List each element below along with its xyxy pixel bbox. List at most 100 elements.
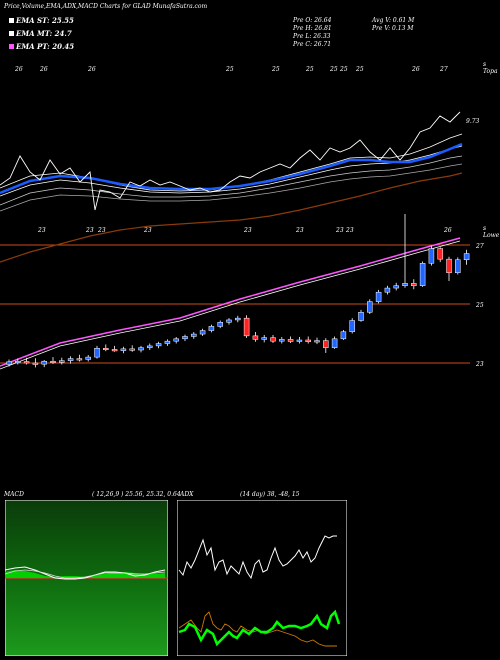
candle-body bbox=[15, 360, 21, 363]
candle-body bbox=[6, 361, 12, 365]
candle-body bbox=[23, 361, 30, 364]
bottom-marker-2: 23 bbox=[85, 227, 94, 234]
legend-ema-mt: EMA MT: 24.7 bbox=[9, 29, 72, 38]
candle-body bbox=[279, 339, 285, 342]
candle-body bbox=[384, 287, 391, 293]
top-marker-9: 25 bbox=[355, 66, 364, 73]
axis-tick-25: 25 bbox=[476, 302, 484, 309]
candle-body bbox=[419, 263, 426, 286]
adx-label: ADX bbox=[180, 491, 194, 498]
candle-body bbox=[226, 319, 232, 323]
candle-body bbox=[129, 348, 135, 351]
candle-body bbox=[455, 259, 461, 273]
candle-body bbox=[323, 340, 329, 348]
info-pre-close: Pre C: 26.71 bbox=[293, 41, 332, 48]
bottom-marker-8: 23 bbox=[345, 227, 354, 234]
candle-body bbox=[235, 317, 241, 321]
info-pre-open: Pre O: 26.64 bbox=[293, 17, 332, 24]
candle-body bbox=[305, 339, 311, 343]
envelope-inner bbox=[0, 240, 461, 370]
top-marker-6: 25 bbox=[305, 66, 314, 73]
ema-line-lower-1 bbox=[0, 155, 463, 206]
candle-body bbox=[67, 358, 74, 361]
candle-body bbox=[155, 343, 162, 347]
candle-body bbox=[367, 301, 373, 313]
candlestick-series bbox=[6, 214, 470, 368]
axis-tick-23: 23 bbox=[476, 361, 484, 368]
chart-title: Price,Volume,EMA,ADX,MACD Charts for GLA… bbox=[4, 3, 208, 10]
candle-body bbox=[120, 348, 127, 351]
top-right-label: s Topa bbox=[483, 61, 498, 75]
candle-body bbox=[375, 291, 382, 302]
lower-right-label: s Lowe bbox=[483, 225, 500, 239]
info-pre-high: Pre H: 26.81 bbox=[293, 25, 332, 32]
ema-line-lower-2 bbox=[0, 163, 463, 212]
candle-body bbox=[428, 248, 435, 264]
legend-ema-pt: EMA PT: 20.45 bbox=[9, 42, 74, 51]
candle-body bbox=[182, 336, 188, 340]
top-marker-3: 26 bbox=[87, 66, 96, 73]
legend-label-st: EMA ST: 25.55 bbox=[16, 16, 74, 25]
candle-body bbox=[191, 333, 197, 337]
legend-label-pt: EMA PT: 20.45 bbox=[16, 42, 75, 51]
candle-body bbox=[411, 283, 417, 286]
candle-body bbox=[103, 348, 109, 350]
bottom-marker-labels: 23 23 23 23 23 23 23 23 26 bbox=[37, 227, 452, 234]
ema-blue-line bbox=[0, 142, 463, 195]
candle-body bbox=[437, 248, 443, 260]
candle-body bbox=[94, 348, 100, 358]
legend-label-mt: EMA MT: 24.7 bbox=[16, 29, 72, 38]
adx-line bbox=[178, 609, 341, 647]
bottom-marker-3: 23 bbox=[97, 227, 106, 234]
info-avg-volume: Avg V: 0.61 M bbox=[372, 17, 415, 24]
candle-body bbox=[261, 337, 267, 340]
candle-body bbox=[50, 360, 56, 363]
top-marker-1: 26 bbox=[14, 66, 23, 73]
candle-body bbox=[331, 338, 338, 348]
top-marker-11: 27 bbox=[439, 66, 448, 73]
candle-body bbox=[173, 338, 179, 342]
candle-body bbox=[349, 320, 355, 332]
bottom-marker-1: 23 bbox=[37, 227, 46, 234]
candle-body bbox=[340, 331, 347, 340]
adx-panel bbox=[177, 500, 347, 656]
legend-swatch-mt bbox=[9, 31, 14, 36]
candle-body bbox=[164, 340, 171, 344]
candle-body bbox=[76, 358, 83, 361]
candle-body bbox=[252, 335, 259, 340]
bottom-marker-6: 23 bbox=[295, 227, 304, 234]
candle-body bbox=[270, 337, 276, 342]
top-marker-10: 26 bbox=[411, 66, 420, 73]
envelope-outer bbox=[0, 237, 461, 367]
top-marker-5: 25 bbox=[271, 66, 280, 73]
candle-body bbox=[85, 356, 91, 360]
macd-label: MACD bbox=[4, 491, 24, 498]
info-pre-low: Pre L: 26.33 bbox=[293, 33, 331, 40]
candle-body bbox=[358, 312, 364, 321]
candle-body bbox=[402, 283, 408, 286]
macd-values: ( 12,26,9 ) 25.56, 25.32, 0.64 bbox=[92, 491, 181, 498]
candle-body bbox=[111, 349, 118, 352]
candle-body bbox=[59, 360, 65, 363]
candle-body bbox=[463, 253, 470, 260]
axis-tick-27: 27 bbox=[476, 243, 484, 250]
top-marker-labels: 26 26 26 25 25 25 25 25 25 26 27 bbox=[14, 66, 448, 73]
candle-body bbox=[32, 362, 39, 365]
candle-body bbox=[393, 285, 399, 289]
top-marker-8: 25 bbox=[339, 66, 348, 73]
candle-body bbox=[446, 258, 452, 273]
bottom-marker-7: 23 bbox=[335, 227, 344, 234]
candle-body bbox=[243, 317, 250, 337]
adx-di-plus-line bbox=[178, 535, 337, 580]
candle-body bbox=[138, 347, 144, 351]
top-marker-2: 26 bbox=[39, 66, 48, 73]
candle-body bbox=[314, 340, 320, 343]
pink-envelope bbox=[0, 237, 461, 370]
ema-mt-line-upper bbox=[0, 145, 463, 197]
adx-values: (14 day) 38, -48, 15 bbox=[240, 491, 300, 498]
candle-body bbox=[217, 322, 223, 327]
ema-long-line bbox=[0, 172, 463, 263]
candle-body bbox=[41, 360, 47, 365]
adx-background bbox=[177, 500, 347, 656]
